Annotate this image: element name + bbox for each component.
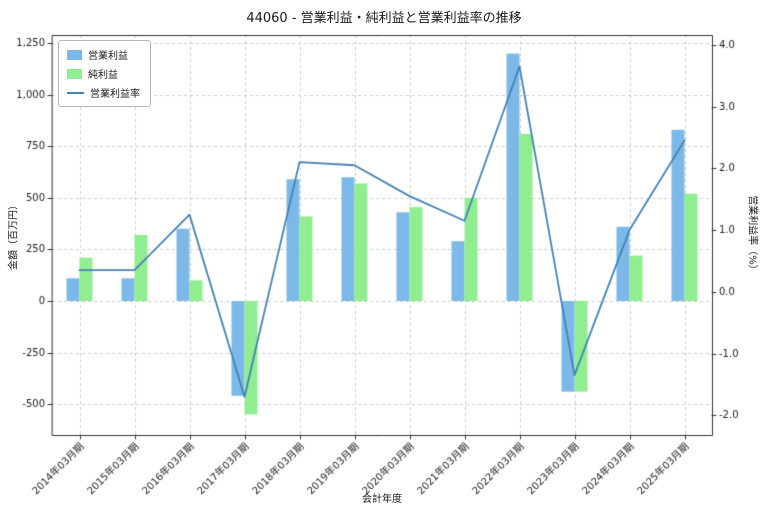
legend-label-net-profit: 純利益 (88, 70, 118, 81)
legend-label-operating-profit: 営業利益 (88, 51, 128, 62)
x-axis-label: 会計年度 (362, 494, 402, 505)
legend-item-net-profit: 純利益 (67, 66, 140, 81)
legend-label-operating-margin: 営業利益率 (90, 89, 140, 100)
chart-title: 44060 - 営業利益・純利益と営業利益率の推移 (246, 11, 522, 26)
legend-item-operating-margin: 営業利益率 (67, 85, 140, 100)
y-axis-label-left: 金額（百万円） (8, 200, 20, 270)
y-axis-label-right: 営業利益率（%） (746, 195, 758, 275)
legend-swatch-operating-profit (67, 49, 82, 60)
legend-item-operating-profit: 営業利益 (67, 47, 140, 62)
legend-swatch-net-profit (67, 68, 82, 79)
chart-legend: 営業利益 純利益 営業利益率 (58, 40, 151, 107)
legend-swatch-operating-margin (67, 91, 84, 94)
